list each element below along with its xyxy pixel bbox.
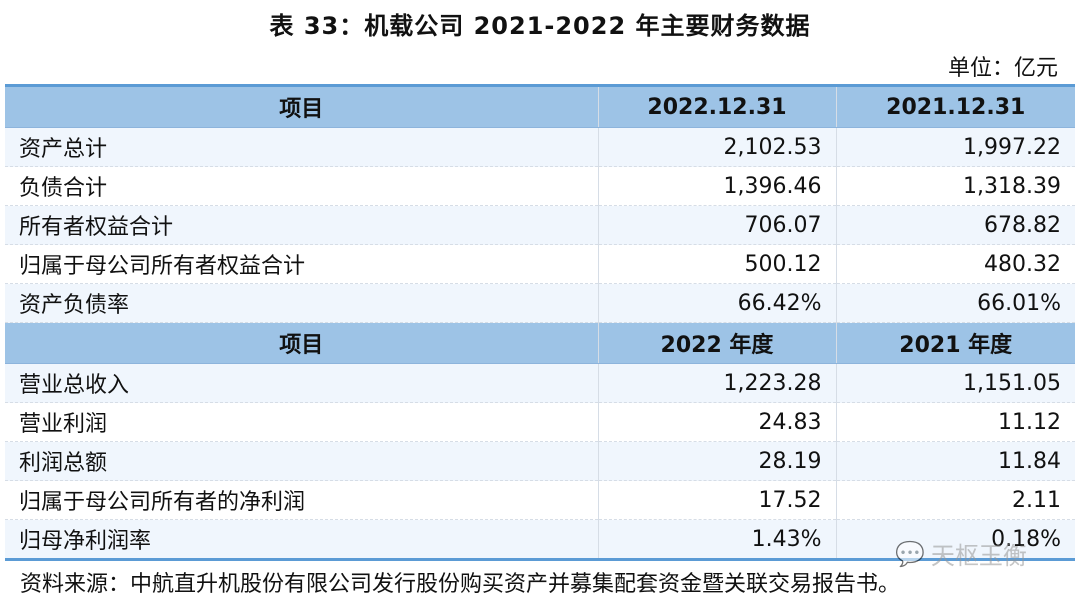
column-header: 2021.12.31	[835, 85, 1075, 128]
header-row: 项目 2022 年度 2021 年度	[5, 322, 1075, 364]
table-row: 营业利润 24.83 11.12	[5, 402, 1075, 442]
column-header: 项目	[5, 322, 598, 364]
value-cell: 24.83	[597, 402, 836, 442]
value-cell: 11.12	[835, 402, 1075, 442]
watermark-text: 天枢玉衡	[930, 542, 1027, 570]
label-cell: 营业总收入	[5, 363, 598, 403]
column-header: 项目	[5, 85, 598, 128]
label-cell: 所有者权益合计	[5, 205, 598, 245]
value-cell: 66.01%	[835, 283, 1075, 323]
label-cell: 利润总额	[5, 441, 598, 481]
value-cell: 678.82	[835, 205, 1075, 245]
header-row: 项目 2022.12.31 2021.12.31	[5, 85, 1075, 128]
wechat-icon: 💬	[895, 539, 925, 568]
column-header: 2022.12.31	[597, 85, 836, 128]
label-cell: 归属于母公司所有者的净利润	[5, 480, 598, 520]
table-row: 利润总额 28.19 11.84	[5, 441, 1075, 481]
value-cell: 480.32	[835, 244, 1075, 284]
watermark: 💬 天枢玉衡	[895, 536, 1027, 571]
table-row: 归属于母公司所有者的净利润 17.52 2.11	[5, 480, 1075, 520]
table-row: 营业总收入 1,223.28 1,151.05	[5, 363, 1075, 403]
table-row: 负债合计 1,396.46 1,318.39	[5, 166, 1075, 206]
financial-table: 项目 2022.12.31 2021.12.31 资产总计 2,102.53 1,997.…	[5, 84, 1075, 561]
value-cell: 2,102.53	[597, 127, 836, 167]
label-cell: 归母净利润率	[5, 519, 598, 560]
table-row: 归母净利润率 1.43% 0.18%	[5, 519, 1075, 560]
value-cell: 1.43%	[597, 519, 836, 560]
table-title: 表 33：机载公司 2021-2022 年主要财务数据	[269, 12, 811, 40]
table-row: 资产总计 2,102.53 1,997.22	[5, 127, 1075, 167]
unit-label: 单位：亿元	[947, 56, 1058, 81]
table-row: 归属于母公司所有者权益合计 500.12 480.32	[5, 244, 1075, 284]
table-row: 资产负债率 66.42% 66.01%	[5, 283, 1075, 323]
value-cell: 1,318.39	[835, 166, 1075, 206]
column-header: 2022 年度	[597, 322, 836, 364]
column-header: 2021 年度	[835, 322, 1075, 364]
value-cell: 1,223.28	[597, 363, 836, 403]
value-cell: 1,396.46	[597, 166, 836, 206]
value-cell: 1,997.22	[835, 127, 1075, 167]
value-cell: 66.42%	[597, 283, 836, 323]
value-cell: 11.84	[835, 441, 1075, 481]
label-cell: 资产总计	[5, 127, 598, 167]
source-note: 资料来源：中航直升机股份有限公司发行股份购买资产并募集配套资金暨关联交易报告书。	[20, 572, 901, 597]
value-cell: 17.52	[597, 480, 836, 520]
label-cell: 资产负债率	[5, 283, 598, 323]
value-cell: 1,151.05	[835, 363, 1075, 403]
label-cell: 负债合计	[5, 166, 598, 206]
value-cell: 500.12	[597, 244, 836, 284]
value-cell: 0.18%	[835, 519, 1075, 560]
table-row: 所有者权益合计 706.07 678.82	[5, 205, 1075, 245]
label-cell: 归属于母公司所有者权益合计	[5, 244, 598, 284]
label-cell: 营业利润	[5, 402, 598, 442]
value-cell: 28.19	[597, 441, 836, 481]
value-cell: 706.07	[597, 205, 836, 245]
value-cell: 2.11	[835, 480, 1075, 520]
